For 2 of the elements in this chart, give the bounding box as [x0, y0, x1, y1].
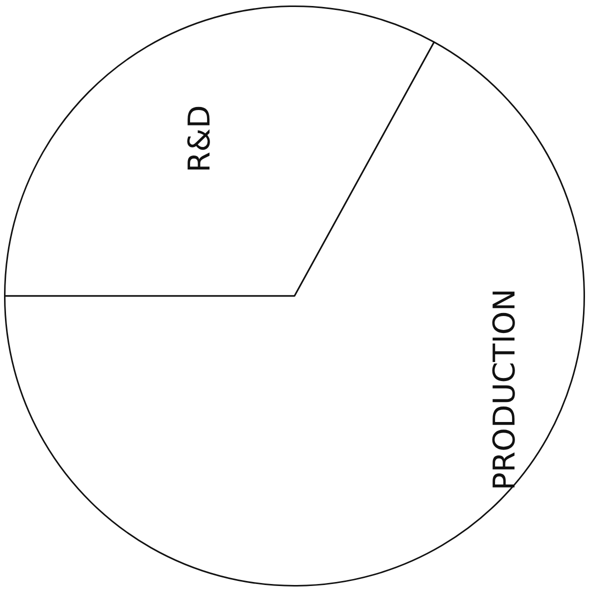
slice-label: R&D — [182, 105, 218, 173]
slice-label: PRODUCTION — [487, 288, 522, 490]
